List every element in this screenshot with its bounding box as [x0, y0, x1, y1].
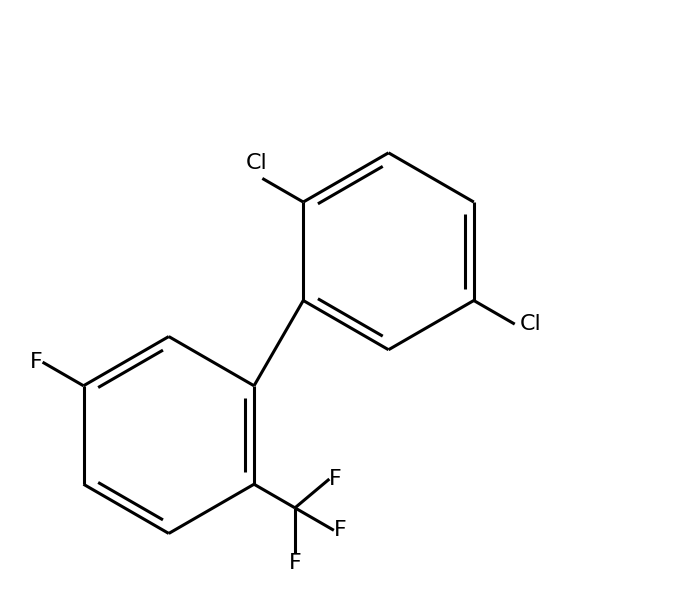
Text: F: F [329, 469, 342, 489]
Text: Cl: Cl [246, 154, 267, 174]
Text: F: F [289, 553, 301, 573]
Text: Cl: Cl [520, 314, 541, 334]
Text: F: F [334, 520, 347, 540]
Text: F: F [30, 352, 43, 372]
